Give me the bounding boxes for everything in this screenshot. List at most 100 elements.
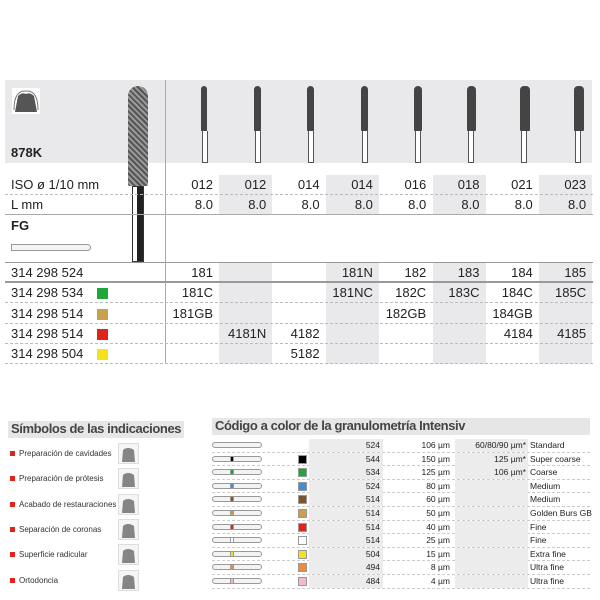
product-code: 314 298 514 bbox=[11, 325, 84, 341]
bur-image bbox=[307, 86, 315, 163]
table-cell: 014 bbox=[297, 177, 320, 192]
grit-name: Medium bbox=[530, 494, 561, 505]
shank-icon bbox=[212, 523, 262, 530]
grit-title: Código a color de la granulometría Inten… bbox=[212, 418, 590, 435]
grit-size: 125 µm bbox=[421, 467, 450, 478]
indications-title: Símbolos de las indicaciones bbox=[8, 421, 185, 438]
table-cell: 184C bbox=[501, 285, 533, 301]
root-surface-icon bbox=[118, 544, 139, 566]
grit-size: 25 µm bbox=[426, 535, 450, 546]
grit-size: 150 µm bbox=[421, 453, 450, 464]
shank-icon bbox=[212, 550, 262, 557]
grit-name: Coarse bbox=[530, 467, 558, 478]
column-shade bbox=[219, 262, 273, 364]
grit-row: 514 50 µm Golden Burs GB bbox=[212, 507, 592, 521]
grit-row: 514 25 µm Fine bbox=[212, 534, 590, 548]
bullet-icon bbox=[10, 526, 15, 532]
grit-code: 514 bbox=[309, 534, 383, 548]
table-row: 314 298 504 5182 bbox=[5, 344, 593, 365]
column-shade bbox=[539, 175, 593, 215]
grit-extra: 106 µm* bbox=[455, 466, 528, 480]
color-swatch bbox=[298, 468, 307, 478]
grit-code: 514 bbox=[309, 520, 383, 534]
bur-image bbox=[467, 86, 477, 163]
color-swatch bbox=[298, 563, 307, 573]
indication-label: Separación de coronas bbox=[19, 524, 102, 534]
grit-name: Medium bbox=[530, 480, 561, 491]
table-cell: 8.0 bbox=[248, 197, 267, 212]
grit-extra bbox=[455, 507, 528, 520]
grit-code: 484 bbox=[309, 575, 383, 588]
grit-name: Super coarse bbox=[530, 453, 581, 464]
shank-icon bbox=[212, 442, 262, 448]
indication-label: Ortodoncia bbox=[19, 575, 59, 585]
table-cell: 182GB bbox=[385, 305, 427, 321]
shank-type: FG bbox=[11, 218, 30, 233]
orthodontics-icon bbox=[118, 569, 139, 591]
grit-extra bbox=[455, 479, 528, 493]
table-cell: 4182 bbox=[290, 325, 320, 341]
grit-row: 524 106 µm 60/80/90 µm* Standard bbox=[212, 439, 590, 453]
shank-icon bbox=[212, 510, 262, 516]
shank-color-band bbox=[230, 578, 234, 584]
grit-code: 494 bbox=[309, 561, 383, 575]
shank-color-band bbox=[230, 482, 234, 489]
grit-extra bbox=[455, 534, 528, 548]
shank-color-band bbox=[230, 523, 234, 530]
table-cell: 8.0 bbox=[568, 197, 587, 212]
cavity-prep-icon bbox=[118, 443, 139, 464]
shank-color-band bbox=[230, 564, 234, 571]
shank-icon bbox=[212, 564, 262, 571]
table-cell: 184 bbox=[511, 265, 533, 280]
table-row: 314 298 524 181 181N 182 183 184 185 bbox=[5, 263, 593, 283]
color-swatch bbox=[298, 536, 307, 546]
grit-extra: 60/80/90 µm* bbox=[455, 439, 528, 452]
bur-image bbox=[360, 86, 369, 163]
table-cell: 4181N bbox=[227, 325, 267, 341]
shank-color-band bbox=[230, 496, 234, 503]
grit-size: 15 µm bbox=[426, 548, 450, 559]
color-swatch bbox=[97, 349, 108, 361]
bur-image bbox=[573, 86, 584, 163]
table-cell: 184GB bbox=[492, 305, 533, 321]
grit-code: 524 bbox=[309, 479, 383, 493]
table-cell: 181C bbox=[181, 285, 213, 301]
divider bbox=[5, 262, 593, 263]
fg-shank-icon bbox=[11, 244, 91, 251]
indication-item: Acabado de restauraciones bbox=[10, 500, 116, 509]
column-divider bbox=[165, 80, 166, 364]
grit-name: Standard bbox=[530, 440, 565, 450]
grit-code: 504 bbox=[309, 547, 383, 561]
table-cell: 181 bbox=[191, 265, 213, 280]
table-cell: 012 bbox=[244, 177, 267, 192]
bur-image bbox=[520, 86, 531, 163]
product-code: 314 298 524 bbox=[11, 265, 84, 280]
grit-name: Extra fine bbox=[530, 548, 566, 559]
grit-extra bbox=[455, 547, 528, 561]
grit-extra bbox=[455, 493, 528, 507]
table-cell: 8.0 bbox=[354, 197, 373, 212]
grit-extra bbox=[455, 561, 528, 575]
grit-size: 40 µm bbox=[426, 521, 450, 532]
shank-color-band bbox=[230, 550, 234, 557]
shank-icon bbox=[212, 455, 262, 462]
table-cell: 181NC bbox=[332, 285, 373, 301]
indication-label: Acabado de restauraciones bbox=[19, 499, 117, 509]
indication-item: Separación de coronas bbox=[10, 525, 101, 534]
column-shade bbox=[219, 175, 273, 215]
grit-size: 60 µm bbox=[426, 494, 450, 505]
table-cell: 8.0 bbox=[461, 197, 480, 212]
color-swatch bbox=[97, 328, 108, 340]
grit-row: 484 4 µm Ultra fine bbox=[212, 575, 590, 589]
table-cell: 021 bbox=[511, 177, 533, 192]
grit-row: 494 8 µm Ultra fine bbox=[212, 561, 590, 575]
length-row: L mm 8.0 8.0 8.0 8.0 8.0 8.0 8.0 8.0 bbox=[5, 195, 593, 215]
product-code: 314 298 534 bbox=[11, 285, 84, 301]
color-swatch bbox=[298, 481, 307, 491]
shank-icon bbox=[212, 496, 262, 503]
table-cell: 012 bbox=[191, 177, 213, 192]
table-cell: 4184 bbox=[503, 325, 533, 341]
grit-row: 534 125 µm 106 µm* Coarse bbox=[212, 466, 590, 480]
iso-row: ISO ø 1/10 mm 012 012 014 014 016 018 021 023 bbox=[5, 175, 593, 195]
color-swatch bbox=[298, 509, 307, 518]
